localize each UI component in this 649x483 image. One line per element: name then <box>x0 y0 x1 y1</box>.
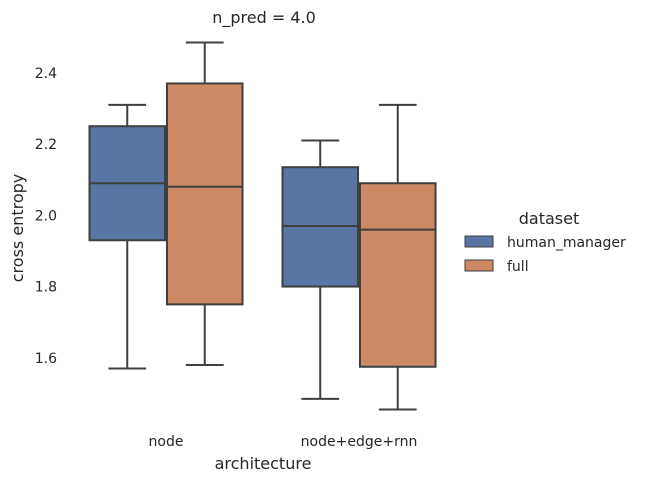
legend-label: full <box>507 259 529 275</box>
x-tick-label: node <box>149 434 184 450</box>
box-full-node+edge+rnn <box>358 103 437 411</box>
box-full-node <box>165 41 244 366</box>
legend-swatch <box>464 235 494 248</box>
box-plot-area <box>88 41 437 411</box>
legend-item-human_manager: human_manager <box>464 235 626 251</box>
box-human_manager-node+edge+rnn <box>281 139 360 400</box>
iqr-box <box>165 82 244 306</box>
legend-swatch <box>464 259 494 272</box>
x-tick-label: node+edge+rnn <box>301 434 418 450</box>
y-tick-label: 1.6 <box>35 351 57 367</box>
y-axis-ticks: 1.6 1.8 2.0 2.2 2.4 <box>35 66 57 367</box>
legend-label: human_manager <box>507 235 626 251</box>
y-tick-label: 2.0 <box>35 208 57 224</box>
y-axis-label: cross entropy <box>8 174 27 282</box>
x-axis-label: architecture <box>215 454 312 473</box>
y-tick-label: 2.2 <box>35 137 57 153</box>
x-axis-ticks: node node+edge+rnn <box>149 434 418 450</box>
chart-title: n_pred = 4.0 <box>212 8 316 28</box>
legend-item-full: full <box>464 259 529 275</box>
box-human_manager-node <box>88 103 167 370</box>
y-tick-label: 1.8 <box>35 280 57 296</box>
legend-title: dataset <box>519 209 580 228</box>
y-tick-label: 2.4 <box>35 66 57 82</box>
iqr-box <box>358 182 437 368</box>
